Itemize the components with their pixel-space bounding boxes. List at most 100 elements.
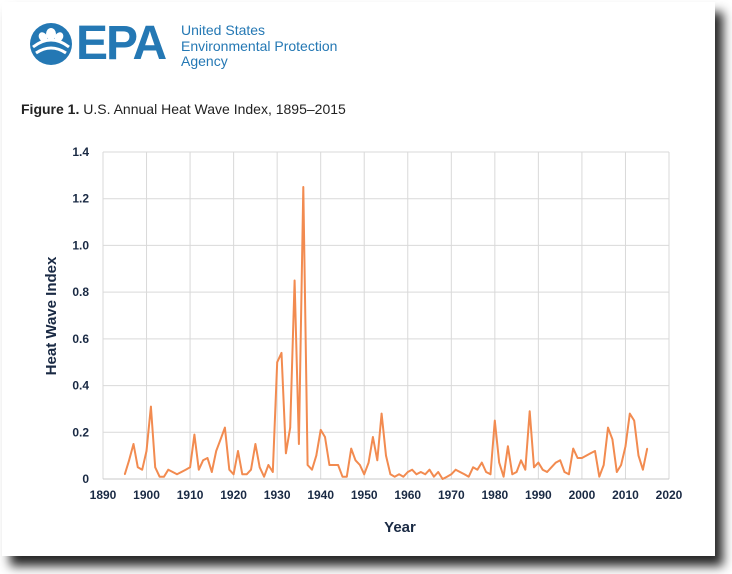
data-point-1994	[555, 461, 557, 464]
data-point-1979	[489, 473, 492, 476]
data-point-1964	[424, 473, 427, 476]
data-point-1936	[302, 186, 305, 188]
data-point-1920	[232, 473, 235, 476]
data-point-1946	[346, 475, 348, 478]
data-point-1991	[541, 468, 544, 471]
data-point-1914	[206, 457, 209, 459]
data-point-1956	[389, 473, 392, 476]
data-point-1993	[550, 466, 553, 469]
data-point-1950	[363, 473, 366, 476]
data-point-1963	[420, 471, 422, 473]
data-point-1918	[224, 426, 226, 429]
data-point-1934	[293, 279, 296, 282]
data-point-1970	[450, 473, 453, 476]
data-point-1951	[367, 461, 370, 464]
data-point-1986	[520, 459, 522, 462]
data-point-1989	[533, 466, 535, 469]
data-point-1962	[415, 473, 418, 476]
data-point-1915	[211, 471, 213, 473]
data-point-1930	[276, 361, 279, 364]
data-point-1897	[132, 443, 135, 445]
data-point-1912	[198, 468, 200, 471]
data-point-1910	[189, 466, 191, 469]
data-point-1944	[337, 464, 339, 466]
data-point-2010	[624, 445, 627, 448]
data-point-1935	[298, 443, 300, 445]
data-point-1995	[559, 459, 561, 462]
data-point-2004	[598, 475, 601, 478]
data-point-1906	[171, 471, 174, 473]
grid	[102, 151, 670, 480]
data-point-1985	[515, 471, 518, 473]
data-point-1939	[315, 454, 318, 457]
data-point-1921	[237, 450, 239, 452]
data-point-1980	[494, 419, 496, 422]
x-tick-label: 1930	[264, 488, 291, 502]
data-point-2012	[633, 419, 635, 422]
data-point-1927	[263, 475, 265, 478]
data-point-1948	[354, 459, 357, 462]
x-tick-label: 2000	[569, 488, 596, 502]
data-point-1929	[272, 471, 274, 473]
data-point-1965	[428, 468, 431, 471]
data-point-1925	[254, 443, 257, 445]
data-point-1908	[180, 471, 183, 473]
y-tick-label: 0.4	[72, 379, 89, 393]
epa-flower-icon	[30, 23, 72, 65]
data-point-1895	[124, 473, 126, 476]
data-point-2003	[594, 450, 596, 452]
data-point-1982	[502, 475, 505, 478]
data-point-1942	[328, 464, 331, 466]
x-tick-label: 1940	[307, 488, 334, 502]
data-point-1977	[481, 461, 483, 464]
y-tick-label: 1.0	[72, 238, 89, 252]
x-tick-label: 1900	[133, 488, 160, 502]
data-point-1990	[537, 461, 540, 464]
x-tick-labels: 1890 1900 1910 1920 1930 1940 1950 1960 1970 1980…	[90, 488, 683, 502]
data-point-1931	[280, 352, 283, 354]
data-point-1954	[380, 412, 383, 415]
data-point-1968	[441, 478, 444, 480]
data-point-2006	[607, 426, 609, 429]
data-point-1947	[350, 447, 353, 450]
data-point-1941	[324, 436, 326, 438]
data-point-1959	[402, 475, 405, 478]
data-point-1953	[376, 459, 379, 462]
data-points	[124, 186, 648, 480]
data-point-1905	[167, 468, 170, 471]
data-point-1928	[267, 464, 270, 466]
data-point-1958	[398, 473, 400, 476]
y-tick-label: 1.2	[72, 192, 89, 206]
data-point-1981	[498, 461, 501, 464]
y-tick-label: 0.2	[72, 425, 89, 439]
data-point-1943	[333, 464, 335, 466]
data-point-1899	[141, 468, 143, 471]
data-point-1911	[193, 433, 196, 436]
data-point-2007	[611, 438, 614, 441]
data-point-1902	[154, 466, 156, 469]
data-point-2000	[581, 457, 583, 459]
data-point-2013	[637, 454, 640, 457]
figure-title: Figure 1. U.S. Annual Heat Wave Index, 1…	[21, 101, 346, 117]
data-point-1974	[467, 475, 470, 478]
data-point-1971	[454, 468, 457, 471]
data-point-1966	[433, 475, 435, 478]
data-point-1997	[568, 473, 570, 476]
data-point-1932	[285, 452, 287, 455]
x-tick-label: 1910	[177, 488, 204, 502]
x-axis-label: Year	[384, 519, 416, 536]
data-point-1960	[407, 471, 409, 473]
data-point-1999	[576, 457, 579, 459]
data-point-1933	[289, 426, 292, 429]
y-tick-label: 1.4	[72, 145, 89, 159]
data-point-2005	[602, 464, 605, 466]
x-tick-label: 1990	[525, 488, 552, 502]
x-tick-label: 1980	[481, 488, 508, 502]
data-point-1984	[511, 473, 514, 476]
y-tick-label: 0	[82, 472, 89, 486]
y-axis-label: Heat Wave Index	[43, 256, 60, 375]
data-point-1907	[176, 473, 178, 476]
data-point-1967	[437, 471, 440, 473]
epa-logo[interactable]: EPA	[28, 16, 167, 72]
data-point-1978	[485, 471, 487, 473]
